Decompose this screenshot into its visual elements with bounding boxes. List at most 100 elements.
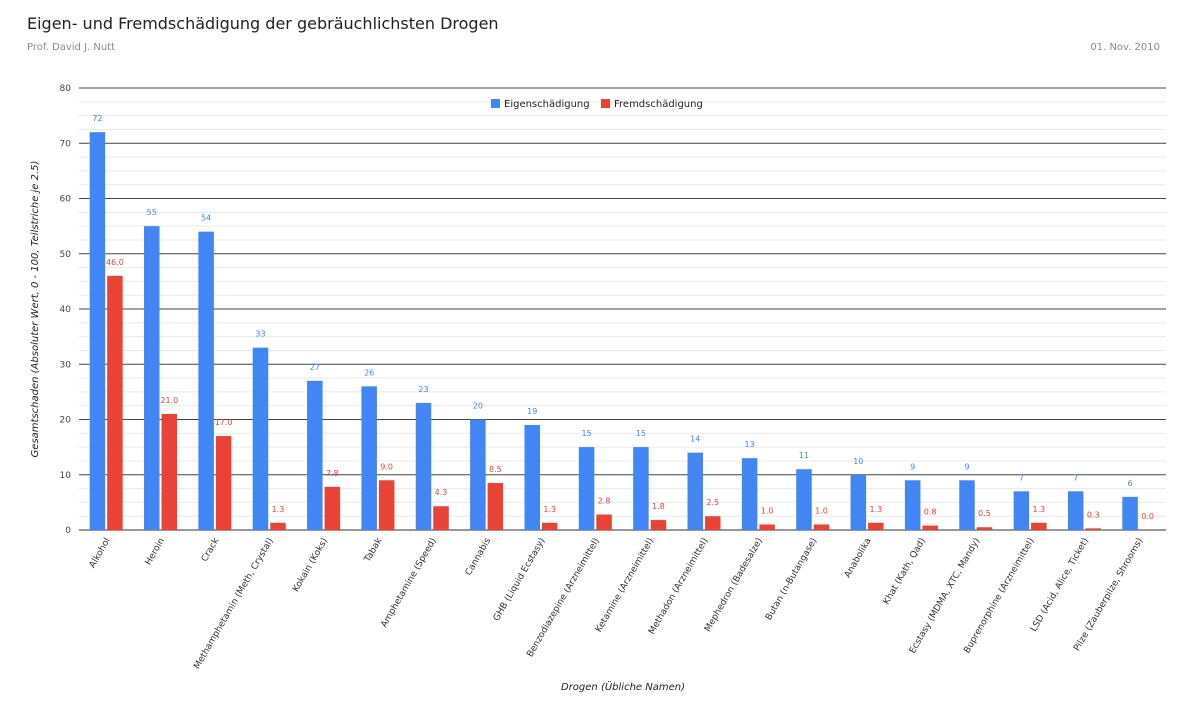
- chart-date: 01. Nov. 2010: [1090, 42, 1160, 53]
- data-label-fremd: 21.0: [160, 396, 178, 405]
- bar-eigenschaedigung: [1067, 491, 1084, 530]
- data-label-eigen: 26: [364, 368, 374, 377]
- x-tick-label: Anabolika: [843, 537, 874, 580]
- bar-eigenschaedigung: [307, 380, 323, 530]
- data-label-fremd: 2.8: [598, 497, 611, 506]
- data-label-eigen: 13: [745, 440, 755, 449]
- data-label-eigen: 72: [92, 114, 102, 123]
- bar-fremdschaedigung: [922, 525, 938, 530]
- x-tick-label: Kokain (Koks): [291, 537, 330, 594]
- x-tick-label: LSD (Acid, Alice, Ticket): [1029, 537, 1091, 634]
- bar-fremdschaedigung: [270, 522, 286, 530]
- data-label-fremd: 1.0: [761, 506, 774, 515]
- data-label-fremd: 4.3: [435, 488, 448, 497]
- x-tick-label: GHB (Liquid Ecstasy): [492, 537, 548, 624]
- data-label-fremd: 1.3: [1033, 505, 1046, 514]
- bar-eigenschaedigung: [850, 474, 867, 530]
- data-label-eigen: 23: [418, 385, 428, 394]
- bar-fremdschaedigung: [596, 514, 612, 530]
- data-label-eigen: 7: [1073, 473, 1078, 482]
- bar-fremdschaedigung: [378, 480, 395, 530]
- bar-fremdschaedigung: [759, 524, 775, 530]
- data-label-fremd: 17.0: [215, 418, 233, 427]
- legend-swatch-eigen: [491, 99, 500, 108]
- bar-fremdschaedigung: [650, 520, 667, 530]
- bar-fremdschaedigung: [976, 527, 993, 530]
- bar-fremdschaedigung: [1031, 522, 1047, 530]
- bar-fremdschaedigung: [1085, 528, 1101, 530]
- chart-author: Prof. David J. Nutt: [27, 42, 116, 53]
- data-label-fremd: 2.5: [706, 498, 719, 507]
- y-tick-label: 20: [60, 416, 72, 426]
- legend-swatch-fremd: [601, 99, 610, 108]
- x-tick-label: Methadon (Arzneimittel): [647, 537, 710, 637]
- x-axis-title: Drogen (Übliche Namen): [561, 680, 685, 693]
- data-label-eigen: 19: [527, 407, 537, 416]
- bar-fremdschaedigung: [705, 516, 721, 530]
- x-tick-label: Khat (Kath, Qad): [882, 537, 928, 607]
- data-label-fremd: 46.0: [106, 258, 124, 267]
- bar-fremdschaedigung: [161, 413, 178, 530]
- bar-eigenschaedigung: [89, 132, 106, 530]
- y-tick-label: 0: [65, 526, 71, 536]
- data-label-fremd: 1.3: [543, 505, 556, 514]
- data-label-fremd: 0.0: [1141, 512, 1154, 521]
- data-label-eigen: 15: [636, 429, 646, 438]
- bar-eigenschaedigung: [741, 458, 758, 530]
- bar-eigenschaedigung: [144, 226, 160, 530]
- x-tick-label: Mephedron (Badesalze): [703, 537, 765, 634]
- bar-eigenschaedigung: [959, 480, 975, 530]
- x-tick-label: Crack: [200, 536, 222, 564]
- legend-label-fremd: Fremdschädigung: [614, 99, 703, 110]
- data-label-fremd: 1.3: [272, 505, 285, 514]
- x-tick-label: Amphetamine (Speed): [379, 537, 438, 630]
- x-tick-label: Ketamine (Arzneimittel): [594, 537, 656, 635]
- chart-title: Eigen- und Fremdschädigung der gebräuchl…: [27, 14, 499, 33]
- bar-fremdschaedigung: [107, 275, 123, 530]
- data-label-eigen: 11: [799, 451, 809, 460]
- data-label-eigen: 9: [910, 462, 915, 471]
- data-label-fremd: 0.5: [978, 509, 991, 518]
- bar-eigenschaedigung: [796, 469, 812, 530]
- bar-eigenschaedigung: [633, 447, 649, 530]
- bar-fremdschaedigung: [215, 436, 232, 530]
- data-label-eigen: 55: [147, 208, 157, 217]
- y-tick-label: 30: [60, 360, 72, 370]
- data-label-fremd: 0.8: [924, 508, 937, 517]
- bar-eigenschaedigung: [470, 419, 486, 530]
- bar-fremdschaedigung: [487, 483, 504, 530]
- bar-fremdschaedigung: [433, 506, 449, 530]
- y-tick-label: 60: [60, 195, 72, 205]
- data-label-eigen: 6: [1128, 479, 1133, 488]
- legend-label-eigen: Eigenschädigung: [504, 99, 590, 110]
- bar-eigenschaedigung: [361, 386, 377, 530]
- bar-eigenschaedigung: [904, 480, 921, 530]
- bar-eigenschaedigung: [578, 447, 595, 530]
- bar-fremdschaedigung: [868, 522, 884, 530]
- bar-fremdschaedigung: [324, 486, 341, 530]
- bar-eigenschaedigung: [524, 425, 540, 530]
- data-label-eigen: 9: [964, 462, 969, 471]
- y-tick-label: 80: [60, 84, 72, 94]
- data-label-fremd: 1.8: [652, 502, 665, 511]
- data-label-eigen: 10: [853, 457, 863, 466]
- data-label-fremd: 9.0: [380, 462, 393, 471]
- data-label-eigen: 14: [690, 435, 700, 444]
- data-label-eigen: 54: [201, 214, 211, 223]
- bar-eigenschaedigung: [1122, 496, 1138, 530]
- data-label-fremd: 1.3: [869, 505, 882, 514]
- x-tick-label: Cannabis: [464, 536, 494, 577]
- data-label-eigen: 15: [581, 429, 591, 438]
- y-tick-label: 70: [60, 139, 72, 149]
- bar-eigenschaedigung: [198, 231, 214, 530]
- bar-fremdschaedigung: [541, 522, 558, 530]
- data-label-eigen: 33: [255, 330, 265, 339]
- data-label-eigen: 7: [1019, 473, 1024, 482]
- data-label-fremd: 8.5: [489, 465, 502, 474]
- x-tick-label: Tabak: [362, 536, 385, 565]
- x-tick-label: Heroin: [144, 537, 167, 568]
- x-tick-label: Alkohol: [88, 537, 113, 570]
- data-label-eigen: 27: [310, 363, 320, 372]
- y-tick-label: 10: [60, 471, 72, 481]
